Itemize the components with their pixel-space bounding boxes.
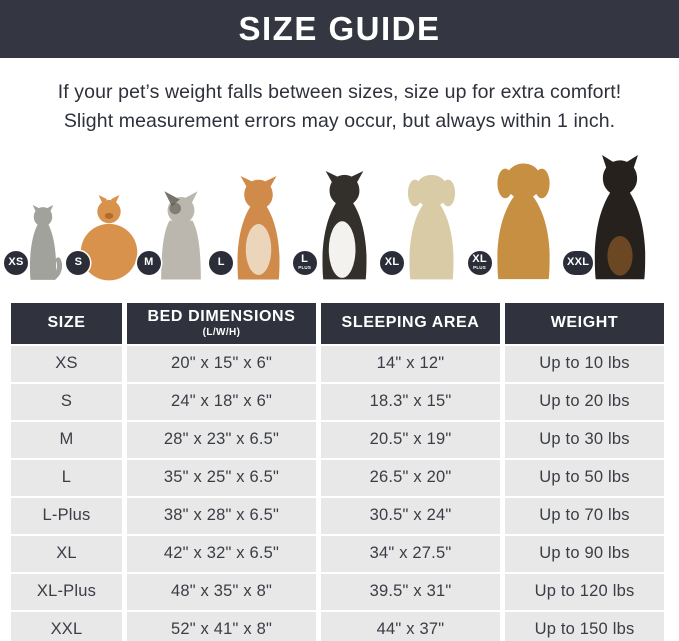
page-header: SIZE GUIDE — [0, 0, 679, 58]
animal-shiba-inu: L — [209, 175, 296, 281]
cell-bed-dimensions: 52" x 41" x 8" — [127, 611, 316, 641]
size-badge-label: XXL — [566, 256, 590, 268]
cell-bed-dimensions: 35" x 25" x 6.5" — [127, 459, 316, 496]
column-header-size: SIZE — [11, 302, 122, 344]
cell-weight: Up to 30 lbs — [505, 421, 664, 458]
size-badge-label: XL — [384, 256, 400, 268]
cell-size: S — [11, 383, 122, 420]
size-badge-xl: XL — [380, 250, 405, 275]
shiba-inu-photo — [237, 175, 280, 279]
cell-sleeping-area: 20.5" x 19" — [321, 421, 500, 458]
pomeranian-photo — [81, 194, 138, 280]
size-badge-sublabel: PLUS — [298, 265, 312, 271]
column-header-label: SIZE — [47, 314, 86, 331]
size-badge-label: XL — [472, 253, 487, 266]
animal-cat: XS — [4, 204, 70, 281]
animal-doberman: XXL — [562, 154, 665, 281]
cell-weight: Up to 150 lbs — [505, 611, 664, 641]
animal-border-collie: L PLUS — [292, 170, 384, 281]
cell-weight: Up to 50 lbs — [505, 459, 664, 496]
column-header-sublabel: (L/W/H) — [202, 327, 241, 338]
size-badge-xl-plus: XL PLUS — [467, 250, 492, 275]
cell-weight: Up to 10 lbs — [505, 345, 664, 382]
animal-french-bulldog: M — [136, 190, 213, 281]
cell-weight: Up to 90 lbs — [505, 535, 664, 572]
cell-sleeping-area: 39.5" x 31" — [321, 573, 500, 610]
size-badge-xs: XS — [4, 250, 28, 275]
size-badge-label: XS — [8, 256, 24, 268]
size-badge-label: S — [74, 256, 83, 268]
size-badge-m: M — [136, 250, 161, 275]
column-header-label: WEIGHT — [550, 314, 619, 331]
intro-line-1: If your pet’s weight falls between sizes… — [57, 81, 622, 103]
intro-line-2: Slight measurement errors may occur, but… — [63, 110, 616, 133]
size-badge-label: L — [217, 256, 225, 268]
cell-sleeping-area: 14" x 12" — [321, 345, 500, 382]
cell-size: L — [11, 459, 122, 496]
cell-sleeping-area: 44" x 37" — [321, 611, 500, 641]
column-header-sleeping-area: SLEEPING AREA — [321, 302, 500, 344]
cell-bed-dimensions: 42" x 32" x 6.5" — [127, 535, 316, 572]
cell-sleeping-area: 30.5" x 24" — [321, 497, 500, 534]
cell-bed-dimensions: 24" x 18" x 6" — [127, 383, 316, 420]
cell-weight: Up to 20 lbs — [505, 383, 664, 420]
column-header-label: BED DIMENSIONS — [147, 308, 296, 325]
cell-bed-dimensions: 28" x 23" x 6.5" — [127, 421, 316, 458]
animal-golden-retriever: XL PLUS — [467, 159, 567, 281]
cell-size: XL — [11, 535, 122, 572]
cell-weight: Up to 120 lbs — [505, 573, 664, 610]
cell-bed-dimensions: 48" x 35" x 8" — [127, 573, 316, 610]
cell-size: L-Plus — [11, 497, 122, 534]
cell-bed-dimensions: 38" x 28" x 6.5" — [127, 497, 316, 534]
french-bulldog-photo — [161, 190, 201, 280]
cell-size: XXL — [11, 611, 122, 641]
size-table: SIZE BED DIMENSIONS (L/W/H) SLEEPING ARE… — [11, 302, 667, 641]
animal-pomeranian: S — [66, 194, 140, 281]
column-header-label: SLEEPING AREA — [341, 314, 480, 331]
pet-size-illustrations-row: XS S — [0, 143, 679, 293]
golden-retriever-photo — [496, 162, 550, 279]
size-badge-label: L — [301, 253, 309, 266]
cell-sleeping-area: 26.5" x 20" — [321, 459, 500, 496]
cat-photo — [29, 204, 63, 280]
column-header-bed-dimensions: BED DIMENSIONS (L/W/H) — [127, 302, 316, 344]
cell-weight: Up to 70 lbs — [505, 497, 664, 534]
cell-sleeping-area: 18.3" x 15" — [321, 383, 500, 420]
cell-size: M — [11, 421, 122, 458]
doberman-photo — [594, 154, 646, 279]
size-badge-s: S — [66, 250, 91, 275]
cell-bed-dimensions: 20" x 15" x 6" — [127, 345, 316, 382]
cell-size: XL-Plus — [11, 573, 122, 610]
size-badge-sublabel: PLUS — [473, 265, 486, 271]
size-badge-l: L — [209, 250, 234, 275]
border-collie-photo — [322, 170, 367, 279]
size-badge-label: M — [144, 256, 154, 268]
column-header-weight: WEIGHT — [505, 302, 664, 344]
size-badge-xxl: XXL — [562, 250, 594, 275]
animal-labrador: XL — [380, 171, 471, 281]
labrador-photo — [408, 174, 456, 279]
size-badge-l-plus: L PLUS — [292, 250, 317, 275]
cell-sleeping-area: 34" x 27.5" — [321, 535, 500, 572]
cell-size: XS — [11, 345, 122, 382]
page-title: SIZE GUIDE — [238, 10, 441, 47]
intro-text: If your pet’s weight falls between sizes… — [0, 58, 679, 143]
